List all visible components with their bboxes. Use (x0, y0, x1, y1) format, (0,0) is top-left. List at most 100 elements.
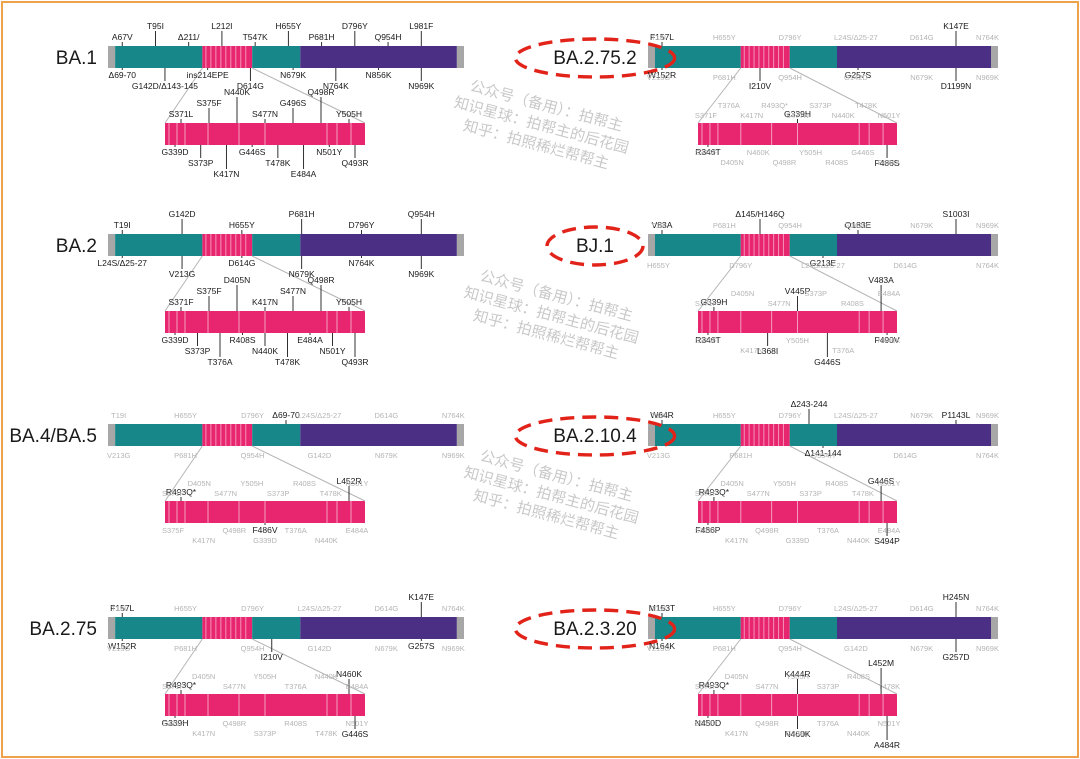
rbd-mutation-label: G339H (700, 297, 727, 307)
rbd-mutation-label: F490V (875, 335, 900, 345)
zoom-connector (697, 445, 742, 502)
inactive-rbd-mutation-label: D405N (731, 289, 754, 298)
inactive-mutation-label: H655Y (713, 33, 736, 42)
mutation-label: K147E (409, 592, 435, 602)
rbd-mutation-label: V445P (785, 286, 811, 296)
mutation-label: M153T (649, 603, 675, 613)
variant-name: BA.2.75.2 (553, 48, 636, 69)
inactive-rbd-mutation-label: K417N (740, 111, 763, 120)
bar-cap (991, 424, 998, 446)
mutation-label: F157L (110, 603, 134, 613)
bar-cap (456, 424, 464, 446)
rbd-mutation-label: N460K (785, 729, 811, 739)
rbd-mutation-label: F486S (875, 158, 900, 168)
mutation-label: D614G (228, 258, 255, 268)
sd-domain-segment (789, 424, 837, 446)
inactive-rbd-mutation-label: S375F (695, 148, 718, 157)
rbd-mutation-label: S373P (188, 158, 214, 168)
rbd-mutation-label: G446S (239, 147, 266, 157)
inactive-rbd-mutation-label: S375F (695, 336, 718, 345)
inactive-mutation-label: Q954H (811, 451, 835, 460)
highlight-circle (545, 225, 645, 267)
bar-cap (648, 46, 655, 68)
inactive-mutation-label: N969K (442, 644, 465, 653)
rbd-mutation-label: R493Q* (699, 680, 730, 690)
inactive-rbd-mutation-label: N440K (832, 111, 855, 120)
inactive-mutation-label: D796Y (241, 411, 264, 420)
mutation-label: Q954H (408, 209, 435, 219)
inactive-rbd-mutation-label: N460K (747, 148, 770, 157)
mutation-label: V83A (652, 220, 673, 230)
rbd-mutation-label: G339D (162, 335, 189, 345)
rbd-mutation-label: N501Y (320, 346, 346, 356)
mutation-label: V213G (169, 269, 195, 279)
ntd-domain-segment (655, 234, 741, 256)
mutation-label: Δ211/ (178, 32, 200, 42)
inactive-mutation-label: N764K (976, 261, 999, 270)
inactive-rbd-mutation-label: E484A (878, 158, 901, 167)
mutation-label: H655Y (229, 220, 255, 230)
inactive-rbd-mutation-label: T376A (285, 526, 307, 535)
inactive-rbd-mutation-label: G339D (786, 536, 810, 545)
inactive-rbd-mutation-label: S477N (768, 299, 791, 308)
inactive-rbd-mutation-label: S371F (695, 489, 718, 498)
rbd-mutation-label: R346T (695, 335, 721, 345)
sd-domain-segment (252, 617, 301, 639)
inactive-rbd-mutation-label: Y505H (786, 672, 809, 681)
mutation-label: Q954H (375, 32, 402, 42)
inactive-rbd-mutation-label: D405N (192, 672, 215, 681)
inactive-rbd-mutation-label: S477N (786, 111, 809, 120)
s2-domain-segment (300, 46, 457, 68)
mutation-label: G142D/Δ143-145 (132, 81, 198, 91)
s2-domain-segment (837, 617, 991, 639)
inactive-rbd-mutation-label: Y505H (799, 148, 822, 157)
inactive-rbd-mutation-label: S373P (254, 729, 277, 738)
rbd-mutation-label: G339H (162, 718, 189, 728)
zoom-connector (164, 638, 203, 695)
bar-cap (991, 46, 998, 68)
rbd-mutation-label: N450D (695, 718, 721, 728)
ntd-domain-segment (655, 617, 741, 639)
inactive-rbd-mutation-label: E484A (878, 526, 901, 535)
inactive-rbd-mutation-label: E484A (878, 289, 901, 298)
inactive-rbd-mutation-label: G339D (253, 536, 277, 545)
inactive-rbd-mutation-label: T478K (320, 489, 342, 498)
inactive-rbd-mutation-label: S375F (695, 526, 718, 535)
variant-panel: BA.2 T19I G142D H655Y P681H D796Y Q954H L24S/Δ2… (56, 209, 464, 367)
inactive-mutation-label: L24S/Δ25-27 (801, 261, 845, 270)
rbd-mutation-label: S494P (874, 536, 900, 546)
rbd-mutation-label: S371F (168, 297, 193, 307)
inactive-rbd-mutation-label: T478K (315, 729, 337, 738)
zoom-connector (251, 67, 366, 124)
rbd-mutation-label: S373P (185, 346, 211, 356)
inactive-mutation-label: V213G (107, 451, 131, 460)
s2-domain-segment (837, 424, 991, 446)
inactive-mutation-label: D614G (375, 411, 399, 420)
zoom-connector (251, 445, 366, 502)
bar-cap (456, 234, 464, 256)
rbd-mutation-label: G446S (342, 729, 369, 739)
inactive-rbd-mutation-label: S375F (695, 719, 718, 728)
rbd-domain-segment (740, 234, 790, 256)
mutation-label: N679K (289, 269, 315, 279)
variant-name: BA.4/BA.5 (9, 426, 97, 447)
rbd-domain-segment (740, 617, 790, 639)
variant-name: BA.2.75 (29, 619, 97, 640)
zoom-connector (164, 445, 203, 502)
mutation-label: N969K (408, 81, 434, 91)
inactive-mutation-label: H655Y (647, 261, 670, 270)
sd-domain-segment (252, 424, 301, 446)
ntd-domain-segment (655, 424, 741, 446)
inactive-rbd-mutation-label: N501Y (346, 719, 369, 728)
highlight-circle (513, 415, 677, 457)
inactive-mutation-label: D614G (375, 604, 399, 613)
rbd-mutation-label: R408S (230, 335, 256, 345)
rbd-mutation-label: N440K (224, 87, 250, 97)
inactive-mutation-label: G142D (308, 451, 332, 460)
rbd-mutation-label: Y505H (336, 109, 362, 119)
inactive-rbd-mutation-label: Q498R (222, 719, 246, 728)
rbd-mutation-label: F486P (695, 525, 720, 535)
inactive-mutation-label: N764K (442, 604, 465, 613)
variant-panel: BA.1 A67V T95I Δ211/L212I T547K H655Y P681H D79… (56, 21, 464, 179)
